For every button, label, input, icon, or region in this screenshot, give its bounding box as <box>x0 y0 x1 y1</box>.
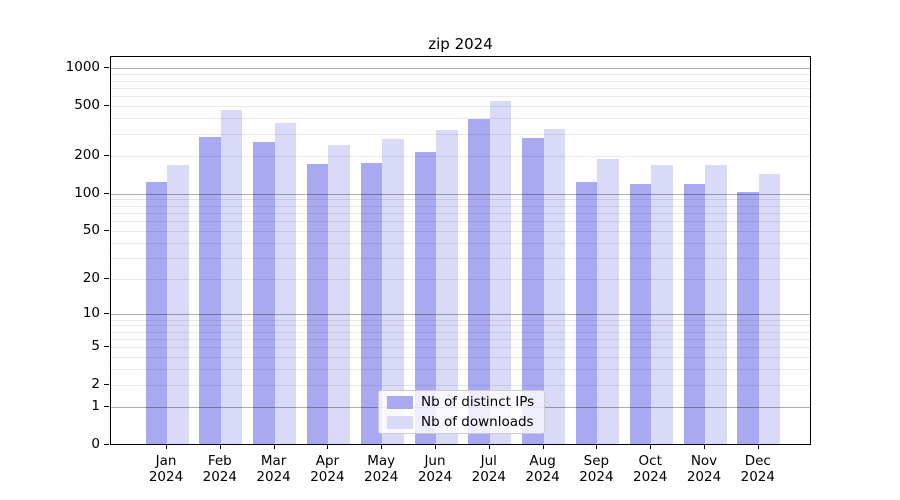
y-tick-mark-100 <box>104 192 109 194</box>
y-tick-mark-5 <box>104 346 109 348</box>
bar-downloads-nov <box>705 165 727 444</box>
gridline-900 <box>111 74 810 76</box>
x-tick-label-mar: Mar 2024 <box>256 453 291 485</box>
x-tick-label-jun: Jun 2024 <box>417 453 453 485</box>
y-tick-label-20: 20 <box>82 270 100 287</box>
bar-downloads-apr <box>328 144 350 444</box>
legend-label-downloads: Nb of downloads <box>421 414 534 430</box>
x-tick-mark-jul <box>488 445 490 449</box>
bar-ips-jul <box>468 119 490 444</box>
bar-ips-may <box>360 163 383 444</box>
y-tick-mark-1000 <box>104 67 109 69</box>
x-tick-mark-apr <box>327 445 329 449</box>
legend-row-downloads: Nb of downloads <box>387 414 536 430</box>
bar-ips-mar <box>253 142 275 444</box>
bar-downloads-aug <box>543 129 566 444</box>
bar-ips-apr <box>306 164 329 444</box>
bar-downloads-dec <box>758 173 781 444</box>
x-tick-mark-sep <box>596 445 598 449</box>
y-tick-label-100: 100 <box>74 184 100 201</box>
y-tick-label-500: 500 <box>74 97 100 114</box>
x-tick-label-jan: Jan 2024 <box>148 453 184 485</box>
x-tick-mark-mar <box>273 445 275 449</box>
legend-swatch-distinct-ips <box>387 395 413 409</box>
y-tick-label-10: 10 <box>82 305 100 322</box>
x-tick-mark-dec <box>757 445 759 449</box>
x-tick-label-feb: Feb 2024 <box>202 453 237 485</box>
x-tick-mark-jan <box>166 445 167 449</box>
x-tick-label-aug: Aug 2024 <box>525 453 560 485</box>
y-tick-mark-1 <box>104 406 109 408</box>
x-tick-mark-feb <box>219 445 221 449</box>
bar-ips-feb <box>199 136 221 444</box>
bar-downloads-oct <box>651 165 673 444</box>
gridline-500 <box>111 106 810 108</box>
y-tick-label-5: 5 <box>91 338 100 355</box>
gridline-600 <box>111 96 810 98</box>
legend: Nb of distinct IPs Nb of downloads <box>378 390 545 434</box>
bar-downloads-sep <box>597 159 619 444</box>
x-tick-label-nov: Nov 2024 <box>686 453 722 485</box>
y-tick-mark-200 <box>104 154 109 156</box>
x-tick-label-sep: Sep 2024 <box>579 453 614 485</box>
x-tick-label-dec: Dec 2024 <box>740 453 775 485</box>
x-tick-mark-jun <box>435 445 436 449</box>
bar-ips-oct <box>629 183 652 444</box>
bar-ips-jan <box>145 181 167 444</box>
bar-ips-nov <box>683 183 705 444</box>
gridline-300 <box>111 133 810 135</box>
bar-downloads-jun <box>436 129 458 444</box>
bar-ips-sep <box>575 182 598 444</box>
chart-title: zip 2024 <box>428 35 493 53</box>
x-tick-mark-nov <box>704 445 705 449</box>
legend-row-distinct-ips: Nb of distinct IPs <box>387 394 536 410</box>
x-tick-label-may: May 2024 <box>364 453 399 485</box>
bar-ips-aug <box>522 138 544 444</box>
bar-downloads-jan <box>167 165 189 444</box>
gridline-400 <box>111 118 810 120</box>
plot-area <box>110 56 811 445</box>
x-tick-label-oct: Oct 2024 <box>633 453 668 485</box>
bar-ips-dec <box>737 192 759 444</box>
x-tick-label-apr: Apr 2024 <box>310 453 345 485</box>
y-tick-label-200: 200 <box>74 146 100 163</box>
y-tick-mark-500 <box>104 105 109 107</box>
y-tick-mark-2 <box>104 384 109 386</box>
gridline-800 <box>111 80 810 82</box>
y-tick-mark-0 <box>104 444 109 445</box>
legend-swatch-downloads <box>387 415 413 429</box>
y-tick-mark-50 <box>104 229 109 231</box>
x-tick-mark-aug <box>542 445 544 449</box>
bar-ips-jun <box>414 151 436 444</box>
x-tick-mark-oct <box>650 445 652 449</box>
y-tick-label-1: 1 <box>91 398 100 415</box>
bar-downloads-may <box>382 138 404 444</box>
gridline-1000 <box>111 68 810 70</box>
bar-downloads-mar <box>274 123 297 444</box>
legend-label-distinct-ips: Nb of distinct IPs <box>421 394 535 410</box>
x-tick-label-jul: Jul 2024 <box>471 453 506 485</box>
y-tick-label-1000: 1000 <box>65 59 100 76</box>
gridline-700 <box>111 87 810 89</box>
bar-downloads-feb <box>220 110 243 444</box>
y-tick-mark-20 <box>104 278 109 280</box>
bar-downloads-jul <box>489 100 512 444</box>
y-tick-label-0: 0 <box>91 436 100 452</box>
x-tick-mark-may <box>381 445 383 449</box>
y-tick-mark-10 <box>104 313 109 315</box>
y-tick-label-2: 2 <box>91 376 100 393</box>
y-tick-label-50: 50 <box>82 221 100 238</box>
